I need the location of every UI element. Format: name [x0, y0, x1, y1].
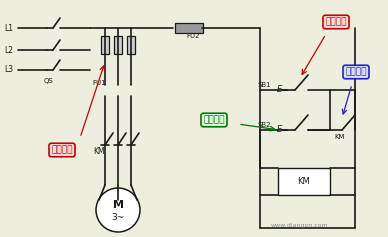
Text: L1: L1 — [4, 23, 13, 32]
Bar — [278, 168, 330, 195]
Text: FU2: FU2 — [186, 33, 200, 39]
Text: FU1: FU1 — [92, 80, 106, 86]
Bar — [101, 36, 109, 54]
Text: SB1: SB1 — [257, 82, 271, 88]
Text: M: M — [113, 200, 123, 210]
Text: SB2: SB2 — [258, 122, 271, 128]
Text: 自锁触头: 自锁触头 — [345, 68, 367, 77]
Circle shape — [96, 188, 140, 232]
Text: 3~: 3~ — [111, 214, 125, 223]
Text: 短路保护: 短路保护 — [51, 146, 73, 155]
Text: 起动按钮: 起动按钮 — [203, 115, 225, 124]
Text: L2: L2 — [4, 46, 13, 55]
Text: KM: KM — [334, 134, 345, 140]
Bar — [127, 36, 135, 54]
Text: QS: QS — [43, 78, 53, 84]
Text: L3: L3 — [4, 65, 13, 74]
Text: E: E — [276, 126, 282, 135]
Text: KM: KM — [298, 177, 310, 186]
Text: KM: KM — [93, 147, 105, 156]
Text: E: E — [276, 86, 282, 95]
Bar — [175, 23, 203, 33]
Bar — [114, 36, 122, 54]
Text: www.diangon.com: www.diangon.com — [271, 223, 329, 228]
Text: 停止按钮: 停止按钮 — [325, 18, 347, 27]
